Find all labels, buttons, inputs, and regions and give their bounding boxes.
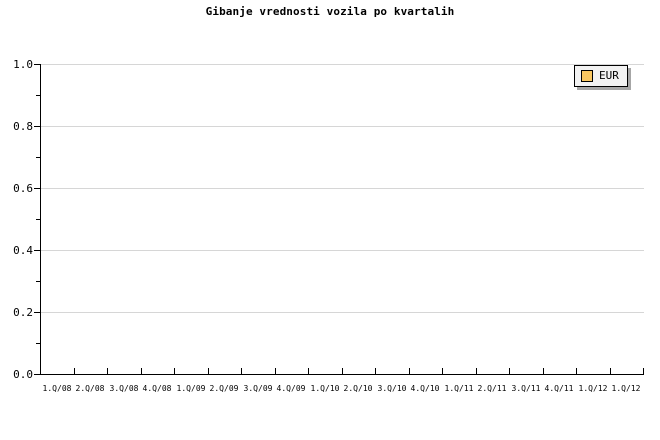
x-category-tick [543,368,544,374]
x-category-tick [107,368,108,374]
legend: EUR [574,65,628,87]
x-category-tick [643,368,644,374]
y-major-tick [34,374,40,375]
x-category-tick [74,368,75,374]
x-axis-line [40,374,644,375]
y-gridline [41,64,644,65]
y-gridline [41,312,644,313]
y-axis-tick-label: 0.8 [13,120,33,133]
legend-swatch-eur [581,70,593,82]
x-axis-tick-label: 4.Q/10 [410,384,440,393]
x-category-tick [208,368,209,374]
y-gridline [41,250,644,251]
x-axis-tick-label: 1.Q/10 [310,384,340,393]
x-axis-tick-label: 4.Q/09 [276,384,306,393]
y-minor-tick [36,157,40,158]
x-axis-tick-label: 1.Q/08 [42,384,72,393]
x-axis-tick-label: 3.Q/10 [377,384,407,393]
x-category-tick [476,368,477,374]
x-axis-tick-label: 2.Q/08 [75,384,105,393]
y-major-tick [34,250,40,251]
x-category-tick [509,368,510,374]
x-axis-tick-label: 1.Q/12 [611,384,641,393]
x-axis-tick-label: 1.Q/11 [444,384,474,393]
y-minor-tick [36,281,40,282]
x-axis-tick-label: 3.Q/09 [243,384,273,393]
x-category-tick [275,368,276,374]
x-axis-tick-label: 4.Q/11 [544,384,574,393]
y-axis-tick-label: 0.6 [13,182,33,195]
chart-title: Gibanje vrednosti vozila po kvartalih [205,5,455,18]
y-major-tick [34,126,40,127]
x-axis-tick-label: 1.Q/12 [578,384,608,393]
x-axis-tick-label: 4.Q/08 [142,384,172,393]
y-axis-tick-label: 1.0 [13,58,33,71]
x-category-tick [610,368,611,374]
y-minor-tick [36,343,40,344]
y-axis-tick-label: 0.4 [13,244,33,257]
x-category-tick [241,368,242,374]
y-gridline [41,126,644,127]
x-category-tick [576,368,577,374]
y-gridline [41,188,644,189]
legend-label-eur: EUR [599,69,619,82]
x-category-tick [342,368,343,374]
x-category-tick [308,368,309,374]
x-category-tick [442,368,443,374]
x-axis-tick-label: 1.Q/09 [176,384,206,393]
x-category-tick [174,368,175,374]
x-category-tick [409,368,410,374]
x-axis-tick-label: 2.Q/10 [343,384,373,393]
y-major-tick [34,64,40,65]
y-minor-tick [36,95,40,96]
x-axis-tick-label: 3.Q/11 [511,384,541,393]
x-category-tick [375,368,376,374]
x-axis-tick-label: 2.Q/11 [477,384,507,393]
y-minor-tick [36,219,40,220]
y-axis-tick-label: 0.2 [13,306,33,319]
x-axis-tick-label: 2.Q/09 [209,384,239,393]
y-axis-line [40,64,41,375]
x-category-tick [141,368,142,374]
y-axis-tick-label: 0.0 [13,368,33,381]
y-major-tick [34,312,40,313]
y-major-tick [34,188,40,189]
x-axis-tick-label: 3.Q/08 [109,384,139,393]
